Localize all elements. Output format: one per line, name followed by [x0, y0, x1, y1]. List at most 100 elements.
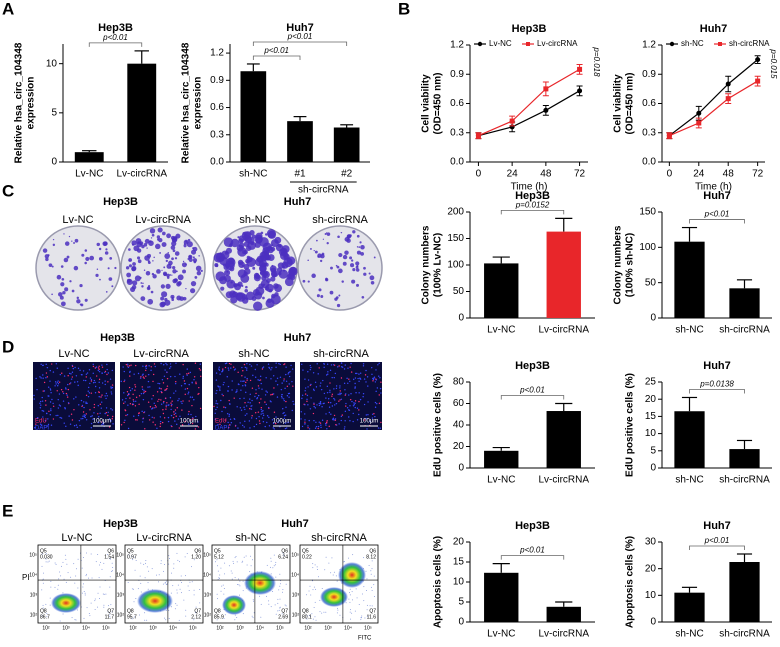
- event: [168, 563, 170, 565]
- nucleus: [39, 402, 41, 405]
- event: [189, 581, 191, 583]
- nucleus: [74, 381, 76, 383]
- event: [220, 567, 222, 569]
- nucleus: [148, 414, 150, 417]
- nucleus: [192, 417, 194, 420]
- nucleus: [178, 427, 180, 429]
- event: [278, 609, 280, 611]
- nucleus: [262, 367, 264, 369]
- nucleus: [245, 381, 247, 384]
- nucleus: [35, 377, 37, 380]
- nucleus: [93, 379, 96, 382]
- nucleus: [182, 400, 184, 402]
- nucleus: [328, 398, 330, 400]
- colony: [107, 267, 110, 270]
- nucleus: [304, 390, 306, 392]
- nucleus: [191, 422, 194, 425]
- significance-bracket: [689, 389, 745, 394]
- colony: [149, 228, 156, 234]
- event: [191, 581, 193, 583]
- nucleus: [320, 403, 322, 405]
- nucleus: [156, 391, 159, 393]
- colony: [174, 251, 180, 256]
- nucleus: [182, 377, 184, 379]
- nucleus: [264, 394, 267, 396]
- y-tick-label: 5: [458, 597, 464, 608]
- nucleus: [365, 414, 368, 416]
- event: [223, 618, 225, 620]
- nucleus: [232, 366, 235, 368]
- colony: [330, 266, 333, 270]
- bar: [484, 572, 519, 622]
- nucleus: [57, 407, 60, 409]
- nucleus: [67, 367, 69, 370]
- colony: [164, 299, 171, 306]
- nucleus: [52, 405, 55, 407]
- quadrant-name: Q5: [40, 548, 47, 554]
- colony: [69, 280, 72, 283]
- nucleus: [125, 414, 127, 417]
- nucleus: [47, 423, 50, 426]
- y-tick-label: 25: [645, 377, 657, 388]
- nucleus: [49, 369, 51, 372]
- nucleus: [215, 402, 217, 405]
- nucleus: [291, 409, 293, 412]
- nucleus: [259, 379, 262, 381]
- event: [45, 558, 47, 560]
- nucleus: [144, 390, 147, 393]
- nucleus: [251, 399, 253, 402]
- nucleus: [234, 425, 237, 427]
- event: [220, 590, 222, 592]
- nucleus: [313, 405, 315, 408]
- significance-bracket: [500, 555, 565, 560]
- event: [131, 588, 133, 590]
- nucleus: [307, 379, 310, 381]
- event: [373, 584, 375, 586]
- colony: [172, 249, 176, 253]
- nucleus: [255, 392, 257, 395]
- nucleus: [280, 395, 283, 398]
- event: [336, 580, 338, 582]
- image-label: sh-NC: [239, 214, 270, 226]
- colony: [153, 256, 155, 259]
- nucleus: [82, 417, 84, 420]
- colony: [279, 245, 282, 248]
- colony: [143, 243, 148, 247]
- event: [112, 570, 114, 572]
- nucleus: [152, 380, 154, 383]
- colony: [242, 232, 246, 235]
- nucleus: [150, 369, 152, 372]
- nucleus: [52, 402, 54, 405]
- nucleus: [33, 394, 35, 397]
- nucleus: [358, 413, 360, 416]
- nucleus: [230, 363, 232, 365]
- nucleus: [325, 397, 327, 399]
- nucleus: [261, 410, 263, 413]
- colony: [128, 264, 133, 268]
- nucleus: [170, 402, 172, 404]
- nucleus: [121, 399, 124, 401]
- bar: [546, 231, 581, 318]
- colony: [161, 291, 168, 298]
- nucleus: [359, 372, 362, 374]
- nucleus: [226, 412, 229, 415]
- nucleus: [147, 380, 150, 383]
- event: [107, 611, 109, 613]
- event: [98, 577, 100, 579]
- y-tick-label: 100: [639, 242, 656, 253]
- nucleus: [312, 372, 315, 374]
- colony: [179, 296, 184, 301]
- nucleus: [127, 363, 129, 366]
- nucleus: [44, 419, 47, 422]
- nucleus: [225, 362, 228, 364]
- image-label: Lv-NC: [58, 348, 89, 360]
- group-title: Hep3B: [103, 196, 138, 208]
- colony: [194, 276, 198, 279]
- nucleus: [56, 390, 58, 392]
- nucleus: [87, 395, 90, 398]
- event: [234, 557, 236, 559]
- nucleus: [219, 388, 221, 390]
- y-tick-label: 0: [650, 463, 656, 474]
- image-label: Lv-NC: [62, 214, 93, 226]
- nucleus: [357, 377, 359, 380]
